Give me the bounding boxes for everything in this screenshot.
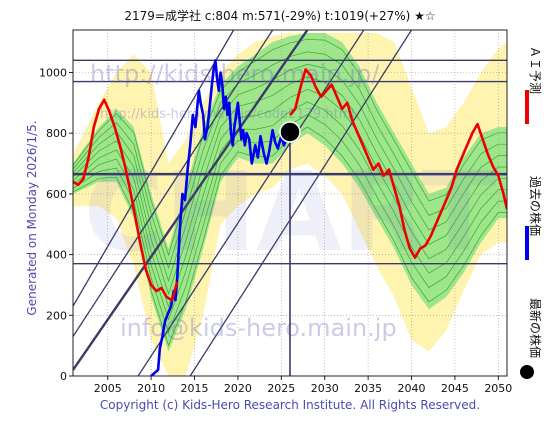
- x-tick-label: 2030: [311, 382, 339, 395]
- x-tick-label: 2035: [354, 382, 382, 395]
- y-tick-label: 200: [46, 309, 67, 322]
- band-contour: [73, 101, 507, 321]
- band-inner: [73, 33, 507, 352]
- x-tick-label: 2020: [224, 382, 252, 395]
- x-tick-label: 2045: [441, 382, 469, 395]
- x-tick-label: 2015: [181, 382, 209, 395]
- latest-point-ring: [279, 121, 301, 143]
- legend-swatch: [520, 365, 534, 379]
- x-axis: 2005 2010 2015 2020 2025 2030 2035 2040 2045 2050: [94, 376, 512, 395]
- latest-point: [280, 121, 300, 142]
- x-tick-label: 2050: [484, 382, 512, 395]
- diagonal-line: [73, 30, 235, 307]
- diagonal-line: [137, 30, 365, 376]
- diagonal-line: [189, 30, 413, 376]
- y-tick-label: 600: [46, 188, 67, 201]
- x-tick-label: 2040: [398, 382, 426, 395]
- y-tick-label: 400: [46, 249, 67, 262]
- band-contour: [73, 63, 507, 282]
- series-line-forecast: [73, 68, 507, 302]
- x-tick-label: 2005: [94, 382, 122, 395]
- watermark-group: CHART http://kids-hero.main.jp/ http://k…: [84, 60, 497, 342]
- forecast-bands: [73, 33, 507, 376]
- diagonal-line: [73, 30, 309, 371]
- copyright-footer: Copyright (c) Kids-Hero Research Institu…: [100, 398, 480, 412]
- band-contour: [73, 76, 507, 295]
- legend-label: 最新の株価: [528, 298, 543, 358]
- y-tick-label: 1000: [39, 66, 67, 79]
- legend-item: ＡＩ予測: [525, 46, 542, 124]
- legend-label: 過去の株価: [528, 176, 543, 236]
- diagonal-line: [73, 30, 274, 337]
- x-tick-label: 2010: [137, 382, 165, 395]
- y-tick-label: 0: [60, 370, 67, 383]
- y-tick-label: 800: [46, 127, 67, 140]
- series-group: [73, 59, 507, 376]
- plot-frame: [72, 29, 508, 377]
- chart-title: 2179=成学社 c:804 m:571(-29%) t:1019(+27%) …: [124, 8, 435, 23]
- legend-item: 過去の株価: [525, 176, 543, 260]
- x-tick-label: 2025: [267, 382, 295, 395]
- y-axis: 0 200 400 600 800 1000: [39, 66, 73, 383]
- legend-item: 最新の株価: [520, 298, 543, 379]
- watermark-url-top: http://kids-hero.main.jp/: [90, 60, 380, 88]
- latest-marker-group: [279, 121, 301, 376]
- diagonal-lines: [73, 30, 413, 376]
- generated-label: Generated on Monday 2026/1/5.: [25, 120, 39, 315]
- legend-label: ＡＩ予測: [528, 46, 542, 94]
- plot-area: CHART http://kids-hero.main.jp/ http://k…: [39, 29, 512, 395]
